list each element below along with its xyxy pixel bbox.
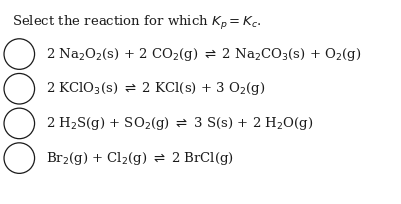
Text: 2 H$_2$S(g) + SO$_2$(g) $\rightleftharpoons$ 3 S(s) + 2 H$_2$O(g): 2 H$_2$S(g) + SO$_2$(g) $\rightleftharpo…	[46, 115, 313, 132]
Text: Br$_2$(g) + Cl$_2$(g) $\rightleftharpoons$ 2 BrCl(g): Br$_2$(g) + Cl$_2$(g) $\rightleftharpoon…	[46, 150, 233, 167]
Text: Select the reaction for which $K_p = K_c$.: Select the reaction for which $K_p = K_c…	[12, 14, 261, 32]
Text: 2 Na$_2$O$_2$(s) + 2 CO$_2$(g) $\rightleftharpoons$ 2 Na$_2$CO$_3$(s) + O$_2$(g): 2 Na$_2$O$_2$(s) + 2 CO$_2$(g) $\rightle…	[46, 45, 361, 63]
Text: 2 KClO$_3$(s) $\rightleftharpoons$ 2 KCl(s) + 3 O$_2$(g): 2 KClO$_3$(s) $\rightleftharpoons$ 2 KCl…	[46, 80, 265, 97]
